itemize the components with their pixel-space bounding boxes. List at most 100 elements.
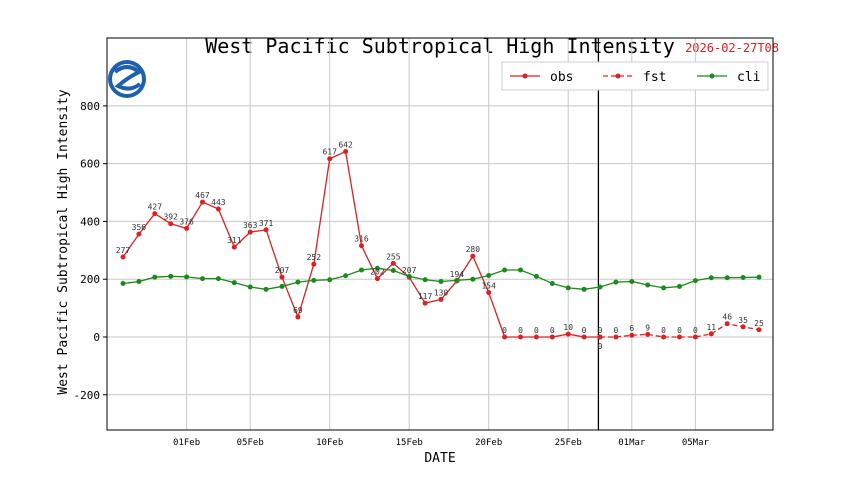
obs-data-label: 311: [227, 236, 242, 245]
legend-cli-label: cli: [737, 70, 760, 85]
x-tick-label: 01Feb: [173, 438, 200, 448]
cli-point: [549, 281, 555, 287]
x-axis-label: DATE: [424, 451, 455, 466]
obs-data-label: 467: [195, 191, 210, 200]
obs-data-label: 0: [518, 326, 523, 335]
fst-data-label: 0: [677, 326, 682, 335]
obs-point: [502, 334, 508, 340]
fst-point: [629, 332, 635, 338]
fst-point: [756, 327, 762, 333]
obs-point: [359, 243, 364, 249]
cli-point: [645, 282, 651, 288]
cli-point: [756, 274, 762, 280]
cli-point: [422, 277, 428, 283]
legend-obs-label: obs: [550, 70, 573, 85]
cli-point: [708, 275, 714, 281]
obs-data-label: 0: [598, 326, 603, 335]
fst-data-label: 25: [754, 319, 764, 328]
cli-point: [311, 277, 317, 283]
x-tick-label: 01Mar: [618, 438, 646, 448]
obs-data-label: 0: [582, 326, 587, 335]
obs-data-label: 617: [322, 148, 337, 157]
fst-point: [692, 334, 698, 340]
cli-point: [184, 274, 190, 280]
obs-point: [470, 253, 476, 259]
obs-point: [215, 206, 221, 212]
cli-point: [661, 285, 667, 291]
cli-point: [168, 273, 174, 279]
obs-data-label: 642: [338, 141, 353, 150]
cli-point: [740, 274, 746, 280]
fst-data-label: 9: [645, 323, 650, 332]
obs-data-label: 130: [434, 288, 449, 297]
cli-point: [263, 286, 269, 292]
obs-data-label: 202: [370, 268, 385, 277]
obs-point: [184, 225, 190, 231]
cli-point: [136, 279, 142, 285]
obs-point: [533, 334, 539, 340]
y-tick-label: -200: [74, 389, 101, 402]
cli-point: [502, 267, 508, 273]
cli-point: [533, 273, 539, 279]
obs-point: [295, 314, 301, 320]
obs-point: [422, 300, 428, 306]
x-tick-label: 20Feb: [475, 438, 502, 448]
y-tick-label: 800: [80, 100, 100, 113]
obs-point: [374, 276, 380, 282]
obs-point: [311, 261, 317, 267]
obs-data-label: 356: [132, 223, 147, 232]
obs-data-label: 427: [148, 203, 163, 212]
obs-data-label: 363: [243, 221, 258, 230]
cli-point: [724, 275, 730, 281]
fst-data-label: 0: [598, 342, 603, 351]
y-tick-label: 600: [80, 158, 100, 171]
obs-point: [486, 289, 492, 295]
cli-point: [390, 268, 396, 274]
cli-point: [518, 267, 523, 273]
legend-fst-label: fst: [643, 70, 666, 85]
cli-point: [279, 283, 285, 289]
y-axis-label: West Pacific Subtropical High Intensity: [56, 89, 71, 394]
legend-obs-marker: [522, 73, 528, 79]
fst-point: [597, 334, 603, 340]
obs-data-label: 154: [481, 281, 496, 290]
fst-point: [661, 334, 667, 340]
fst-point: [740, 324, 746, 330]
cli-point: [597, 284, 603, 290]
obs-point: [565, 331, 571, 337]
fst-point: [645, 331, 651, 337]
obs-data-label: 280: [466, 245, 481, 254]
obs-data-label: 316: [354, 235, 369, 244]
cli-point: [629, 279, 635, 285]
cli-point: [215, 276, 221, 282]
obs-point: [279, 274, 285, 280]
fst-data-label: 11: [706, 323, 716, 332]
obs-data-label: 277: [116, 246, 131, 255]
y-tick-label: 0: [93, 331, 100, 344]
cli-point: [692, 278, 698, 284]
issue-time: 2026-02-27T08: [685, 41, 779, 55]
cli-point: [327, 277, 333, 283]
fst-data-label: 35: [738, 316, 748, 325]
obs-data-label: 443: [211, 198, 226, 207]
fst-point: [613, 334, 619, 340]
cli-point: [231, 280, 237, 286]
x-tick-label: 25Feb: [555, 438, 582, 448]
legend: obs fst cli: [501, 61, 769, 91]
x-tick-label: 05Feb: [237, 438, 264, 448]
obs-point: [168, 221, 174, 227]
cli-point: [486, 272, 492, 278]
cli-point: [677, 283, 682, 289]
obs-point: [581, 334, 587, 340]
legend-fst-marker: [615, 73, 621, 79]
fst-data-label: 0: [613, 326, 618, 335]
x-tick-label: 05Mar: [682, 438, 710, 448]
obs-point: [200, 199, 205, 205]
y-tick-label: 400: [80, 215, 100, 228]
obs-data-label: 69: [293, 306, 303, 315]
cli-point: [343, 273, 349, 279]
cli-point: [470, 276, 476, 282]
legend-cli-marker: [709, 73, 715, 79]
logo-icon: [108, 60, 146, 98]
